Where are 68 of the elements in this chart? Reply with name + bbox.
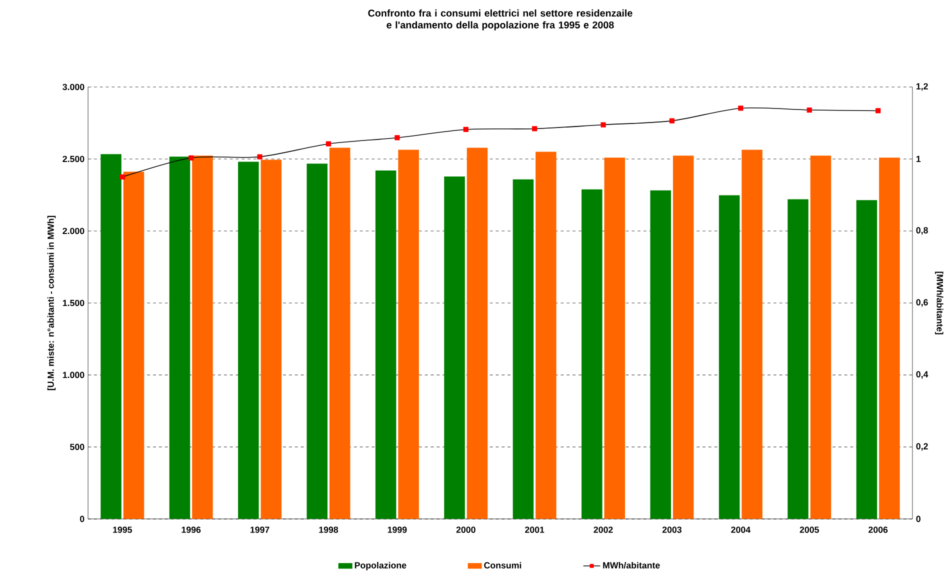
y-tick-label: 1.500 — [62, 300, 84, 306]
bar — [742, 150, 762, 519]
y-tick-label: 3.000 — [62, 84, 84, 90]
bar — [672, 156, 694, 519]
x-tick-label: 1995 — [113, 526, 132, 533]
bar — [444, 176, 465, 519]
bar — [466, 148, 488, 519]
y2-axis-title: [MWh/abitante] — [934, 272, 944, 334]
y-tick-label: 2.000 — [62, 228, 84, 234]
x-tick-label: 2001 — [525, 526, 544, 533]
point — [188, 155, 194, 160]
y2-tick-label: 0,6 — [916, 299, 928, 307]
point — [257, 154, 262, 160]
point — [600, 122, 606, 128]
bar — [260, 160, 282, 519]
bar — [856, 200, 878, 519]
x-tick-label: 1997 — [250, 526, 270, 533]
x-tick-label: 1996 — [182, 526, 201, 533]
chart-title: Confronto fra i consumi elettrici nel settore residenzaile e l'andamento della popolazione fra 1995 e 2008 — [368, 9, 632, 30]
bar — [582, 189, 602, 519]
bar — [123, 172, 144, 519]
x-tick-label: 2004 — [731, 526, 750, 533]
legend-label: MWh/abitante — [603, 562, 660, 568]
x-tick-label: 2005 — [800, 526, 819, 533]
bar — [718, 195, 740, 519]
y2-tick-label: 0,8 — [916, 227, 928, 235]
x-tick-label: 2006 — [868, 526, 888, 533]
y-tick-label: 0 — [80, 516, 84, 522]
x-tick-label: 2002 — [594, 526, 613, 533]
bar — [238, 162, 259, 519]
y2-tick-label: 0,2 — [916, 443, 928, 451]
bar — [604, 158, 626, 519]
bar — [879, 158, 900, 519]
bar — [306, 163, 328, 519]
bar — [398, 150, 419, 519]
point — [806, 107, 812, 112]
y2-tick-label: 1 — [916, 156, 921, 162]
point — [669, 118, 675, 124]
point — [532, 126, 538, 132]
y2-tick-label: 1,2 — [916, 83, 928, 91]
y-tick-label: 1.000 — [62, 372, 84, 378]
bar — [100, 154, 122, 519]
y-axis-title: [U.M. miste: n°abitanti - consumi in MWh] — [47, 216, 56, 390]
x-tick-label: 1999 — [388, 526, 407, 533]
point — [394, 135, 400, 140]
point — [463, 126, 468, 132]
legend-label: Popolazione — [354, 562, 406, 570]
point — [120, 174, 125, 180]
x-tick-label: 2000 — [456, 526, 476, 533]
legend-label: Consumi — [484, 562, 522, 568]
bar — [169, 156, 190, 519]
bar — [650, 190, 671, 519]
x-tick-label: 1998 — [319, 526, 338, 533]
x-tick-label: 2003 — [662, 526, 682, 533]
y-tick-label: 2.500 — [62, 156, 84, 162]
point — [876, 108, 881, 114]
bar — [192, 156, 213, 519]
bar — [810, 156, 832, 519]
bar — [329, 148, 350, 519]
bar — [788, 199, 808, 519]
point — [738, 106, 744, 111]
bar — [375, 170, 396, 519]
y2-tick-label: 0 — [916, 516, 920, 522]
point — [326, 141, 332, 146]
y-tick-label: 500 — [70, 444, 84, 450]
y2-tick-label: 0,4 — [916, 371, 928, 379]
bar — [536, 152, 556, 519]
bar — [512, 179, 534, 519]
